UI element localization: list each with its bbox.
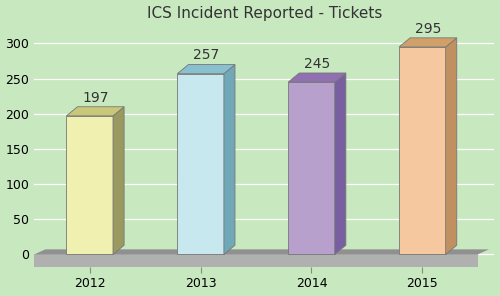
Bar (288, 82, 335, 254)
Polygon shape (178, 65, 235, 74)
Bar (178, 74, 224, 254)
Text: 245: 245 (304, 57, 330, 71)
Polygon shape (66, 107, 124, 116)
Bar (66, 116, 113, 254)
Polygon shape (224, 65, 235, 254)
Polygon shape (113, 107, 124, 254)
Text: 257: 257 (193, 49, 220, 62)
Polygon shape (399, 38, 456, 47)
Polygon shape (288, 73, 346, 82)
Polygon shape (446, 38, 456, 254)
Text: 197: 197 (82, 91, 108, 104)
Title: ICS Incident Reported - Tickets: ICS Incident Reported - Tickets (146, 6, 382, 20)
Polygon shape (335, 73, 346, 254)
Bar (34, 254, 478, 267)
Bar (399, 47, 446, 254)
Text: 295: 295 (414, 22, 441, 36)
Polygon shape (34, 249, 489, 254)
